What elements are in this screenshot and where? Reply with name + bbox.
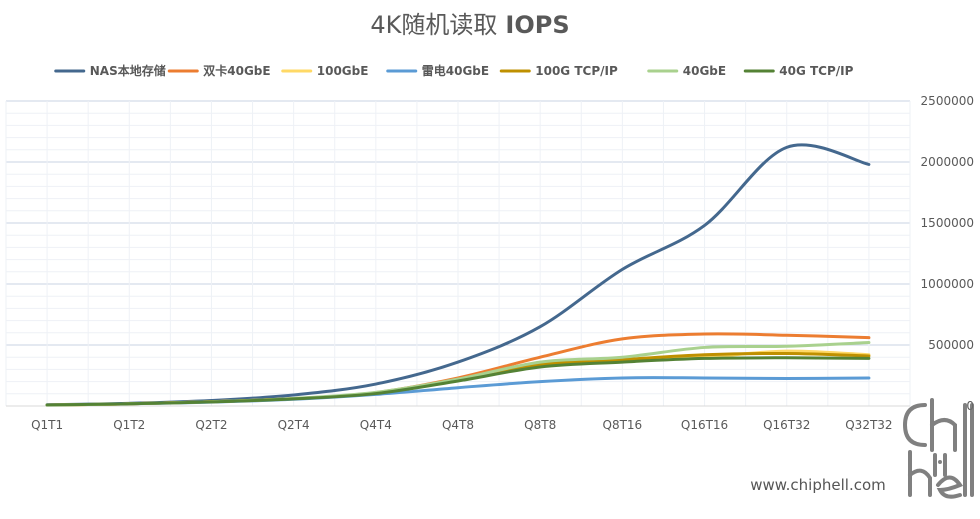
y-tick-label: 1500000: [921, 216, 974, 230]
x-tick-label: Q4T4: [360, 418, 392, 432]
legend: NAS本地存储 双卡40GbE 100GbE 雷电40GbE 100G TCP/IP 40…: [54, 63, 854, 78]
x-tick-label: Q8T8: [524, 418, 556, 432]
legend-label: 40GbE: [683, 64, 726, 78]
y-tick-label: 500000: [928, 338, 974, 352]
x-tick-label: Q16T16: [681, 418, 728, 432]
legend-label: 双卡40GbE: [203, 63, 270, 78]
chart-title-suffix: IOPS: [505, 11, 569, 39]
legend-label: 40G TCP/IP: [779, 64, 853, 78]
chiphell-logo: [902, 398, 974, 499]
legend-label: 100G TCP/IP: [535, 64, 618, 78]
x-tick-label: Q4T8: [442, 418, 474, 432]
x-axis: Q1T1 Q1T2 Q2T2 Q2T4 Q4T4 Q4T8 Q8T8 Q8T16 Q16T16 Q…: [31, 418, 893, 432]
chart-title-main: 4K随机读取: [370, 11, 497, 39]
x-tick-label: Q32T32: [845, 418, 892, 432]
y-tick-label: 2000000: [921, 155, 974, 169]
series-line: [45, 356, 871, 407]
x-tick-label: Q1T2: [113, 418, 145, 432]
gridlines: [5, 100, 911, 407]
y-tick-label: 2500000: [921, 94, 974, 108]
legend-label: 100GbE: [317, 64, 369, 78]
x-tick-label: Q8T16: [603, 418, 643, 432]
legend-label: 雷电40GbE: [422, 63, 489, 78]
series-lines: [45, 143, 871, 407]
legend-label: NAS本地存储: [90, 63, 166, 78]
watermark-url: www.chiphell.com: [750, 476, 886, 494]
x-tick-label: Q16T32: [763, 418, 810, 432]
x-tick-label: Q2T4: [278, 418, 310, 432]
y-tick-label: 1000000: [921, 277, 974, 291]
chart-title: 4K随机读取 IOPS: [370, 11, 569, 39]
x-tick-label: Q2T2: [195, 418, 227, 432]
x-tick-label: Q1T1: [31, 418, 63, 432]
